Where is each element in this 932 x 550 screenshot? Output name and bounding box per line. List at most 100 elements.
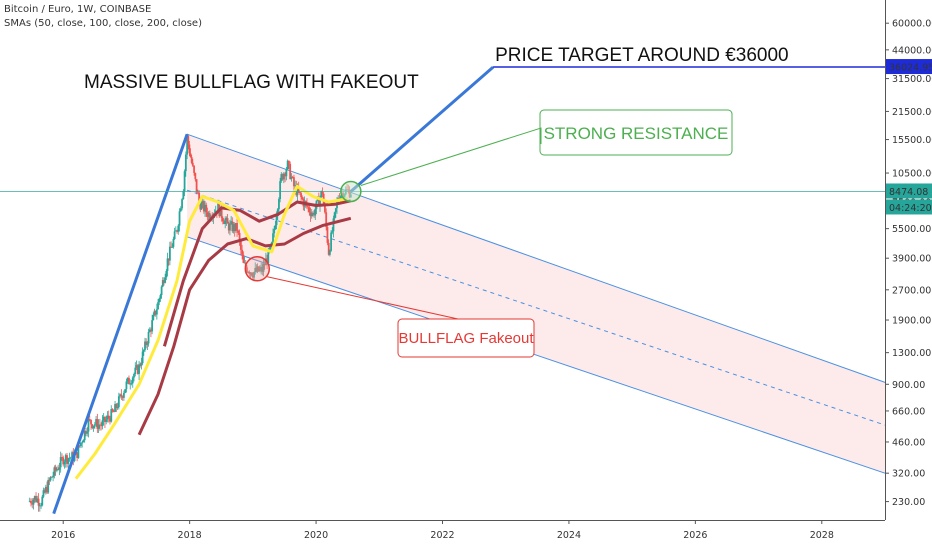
candle-body [69,457,72,459]
candle-body [71,452,73,458]
indicator-legend[interactable]: SMAs (50, close, 100, close, 200, close) [4,18,202,29]
symbol-title[interactable]: Bitcoin / Euro, 1W, COINBASE [4,4,152,15]
price-tick-label[interactable]: 2700.00 [892,285,931,296]
price-tick-label[interactable]: 1900.00 [892,316,931,327]
candle-body [151,320,154,332]
candle-body [199,202,202,210]
time-tick-label[interactable]: 2028 [810,530,834,541]
time-tick-label[interactable]: 2026 [683,530,707,541]
candle-body [297,187,300,193]
last-price-label[interactable]: 8474.08 [889,187,928,198]
price-tick-label[interactable]: 320.00 [892,469,925,480]
candle-body [200,202,203,210]
price-tick-label[interactable]: 660.00 [892,406,925,417]
candle-body [279,181,282,200]
fakeout-pointer [267,276,468,320]
price-tick-label[interactable]: 31500.00 [892,74,932,85]
price-tick-label[interactable]: 10500.00 [892,169,932,180]
countdown-label[interactable]: 04:24:20 [889,203,932,214]
candle-body [148,329,151,332]
time-tick-label[interactable]: 2022 [430,530,454,541]
price-tick-label[interactable]: 1300.00 [892,348,931,359]
candle-body [280,174,283,182]
time-tick-label[interactable]: 2018 [178,530,202,541]
candle-body [157,302,159,310]
candle-body [49,476,52,481]
price-tick-label[interactable]: 60000.00 [892,19,932,30]
candle-body [285,169,288,177]
candle-body [206,212,209,217]
candle-body [229,223,231,231]
price-tick-label[interactable]: 15500.00 [892,135,932,146]
candle-body [93,424,96,426]
target-price-label[interactable]: 36024.95 [889,63,932,74]
candle-body [102,416,105,421]
candle-body [115,404,118,409]
price-axis[interactable]: 60000.00 44000.00 31500.00 21500.00 15500.00… [885,19,932,508]
time-tick-label[interactable]: 2020 [304,530,328,541]
price-levels [0,66,885,192]
candle-body [158,298,161,303]
time-tick-label[interactable]: 2016 [51,530,75,541]
time-axis[interactable]: 2016 2018 2020 2022 2024 2026 2028 [51,520,834,541]
candle-body [246,267,248,273]
candle-body [32,499,35,505]
candle-body [330,232,332,251]
candle-body [92,425,95,429]
candle-body [50,476,53,478]
channel-area [187,134,886,474]
candle-body [172,239,175,247]
price-tick-label[interactable]: 230.00 [892,497,925,508]
time-tick-label[interactable]: 2024 [557,530,581,541]
candle-body [107,415,110,419]
price-tick-label[interactable]: 900.00 [892,380,925,391]
candle-body [36,498,39,502]
target-price-badge [886,59,932,75]
price-tick-label[interactable]: 460.00 [892,437,925,448]
candle-body [307,206,310,208]
price-tick-label[interactable]: 3900.00 [892,254,931,265]
candle-body [42,490,45,497]
candle-body [47,479,50,493]
price-tick-label[interactable]: 44000.00 [892,45,932,56]
candle-body [207,213,210,217]
candle-body [125,381,128,390]
candle-body [327,242,330,255]
candle-body [250,272,253,276]
candle-body [259,269,261,272]
candle-body [134,367,137,375]
candle-body [64,455,67,462]
candle-body [168,246,171,261]
candle-body [326,227,329,243]
candle-body [184,154,187,172]
candle-body [59,457,62,468]
candle-body [328,250,331,255]
candle-body [300,193,302,198]
candle-body [176,230,178,232]
candle-body [251,275,254,278]
candle-body [121,396,124,398]
candle-body [217,203,219,214]
candle-body [46,486,48,493]
candle-body [104,416,106,422]
candle-body [144,341,146,350]
candle-body [91,424,94,429]
candle-body [260,266,263,270]
candle-body [147,331,150,344]
candle-body [333,212,336,219]
candle-body [188,144,191,154]
candle-body [57,469,60,470]
price-tick-label[interactable]: 21500.00 [892,107,932,118]
candle-body [61,457,63,458]
price-tick-label[interactable]: 5500.00 [892,224,931,235]
candle-body [309,212,312,217]
candle-body [233,223,236,231]
candle-body [133,374,135,378]
candle-body [33,496,36,500]
candle-body [270,242,273,245]
candle-body [317,197,320,206]
candle-body [186,135,189,155]
candle-body [131,377,134,384]
